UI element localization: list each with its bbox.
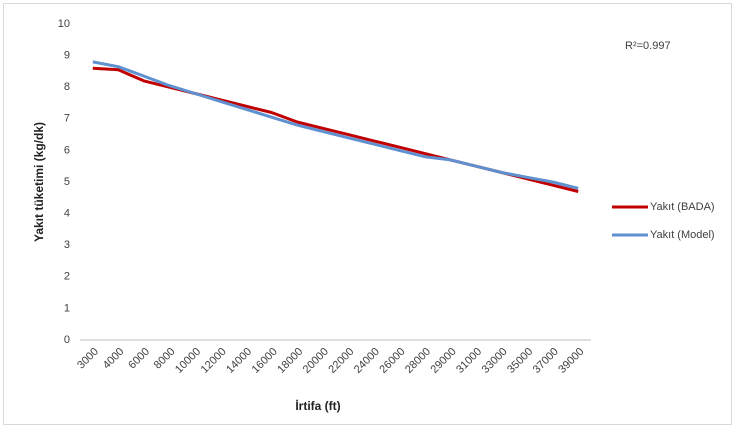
y-tick-label: 0: [64, 334, 70, 346]
y-tick-label: 1: [64, 302, 70, 314]
y-axis-title: Yakıt tüketimi (kg/dk): [32, 122, 46, 242]
y-tick-label: 2: [64, 271, 70, 283]
y-tick-label: 9: [64, 50, 70, 62]
data-line: [92, 60, 579, 190]
y-tick-label: 10: [58, 18, 70, 30]
legend-label: Yakıt (Model): [650, 229, 715, 241]
y-tick-label: 3: [64, 239, 70, 251]
y-tick-label: 6: [64, 144, 70, 156]
y-tick-label: 7: [64, 113, 70, 125]
legend-label: Yakıt (BADA): [650, 201, 715, 213]
y-tick-label: 4: [64, 208, 70, 220]
y-tick-label: 5: [64, 176, 70, 188]
annotation: R²=0.997: [625, 40, 671, 52]
y-tick-label: 8: [64, 81, 70, 93]
x-axis-title: İrtifa (ft): [295, 398, 340, 413]
